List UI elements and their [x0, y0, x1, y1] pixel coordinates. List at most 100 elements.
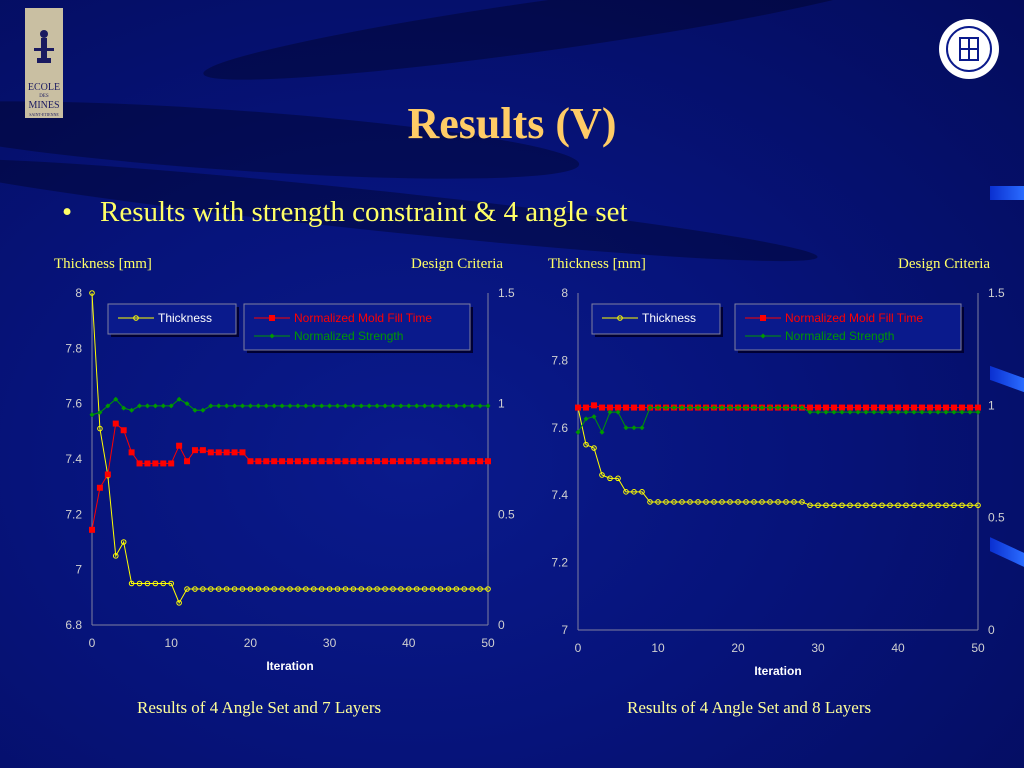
data-point	[959, 502, 965, 509]
data-point	[429, 458, 436, 465]
data-point	[89, 526, 95, 533]
data-point	[334, 458, 341, 465]
data-point	[679, 405, 685, 411]
data-point	[631, 489, 637, 495]
x-tick-label: 10	[165, 636, 179, 650]
data-point	[437, 458, 444, 465]
data-point	[239, 586, 246, 592]
data-point	[263, 586, 270, 592]
data-point	[398, 586, 404, 592]
data-point	[184, 586, 190, 592]
data-point	[215, 449, 222, 456]
data-point	[199, 447, 206, 454]
data-point	[469, 403, 475, 409]
y-tick-label: 7.8	[551, 353, 568, 367]
data-point	[342, 586, 349, 592]
data-point	[342, 458, 349, 465]
data-point	[413, 586, 420, 592]
data-point	[295, 403, 301, 409]
data-point	[216, 403, 222, 409]
data-point	[735, 405, 741, 411]
data-point	[599, 472, 605, 478]
y2-tick-label: 1.5	[988, 286, 1005, 300]
y-tick-label: 7.2	[65, 507, 82, 521]
data-point	[397, 458, 404, 465]
data-point	[807, 409, 813, 415]
data-point	[405, 458, 412, 465]
data-point	[687, 405, 693, 411]
data-point	[318, 586, 325, 592]
y2-tick-label: 0.5	[498, 507, 515, 521]
data-point	[799, 499, 805, 505]
data-point	[350, 586, 357, 592]
left-axis-header: Thickness [mm]	[548, 256, 646, 272]
data-point	[160, 460, 167, 467]
data-point	[935, 409, 941, 415]
data-point	[445, 586, 452, 592]
data-point	[279, 458, 286, 465]
data-point	[663, 405, 669, 411]
data-point	[176, 396, 182, 402]
data-point	[89, 290, 95, 296]
data-point	[485, 403, 491, 409]
data-point	[255, 403, 261, 409]
data-point	[295, 586, 301, 592]
x-tick-label: 50	[481, 636, 495, 650]
y2-tick-label: 0	[498, 618, 505, 632]
data-point	[623, 404, 629, 411]
data-point	[215, 586, 222, 592]
data-point	[591, 445, 597, 451]
data-point	[374, 458, 381, 465]
data-point	[200, 586, 206, 592]
series-line-1	[91, 422, 488, 530]
data-point	[943, 502, 949, 509]
data-point	[382, 458, 389, 465]
y-tick-label: 7.6	[551, 421, 568, 435]
data-point	[807, 404, 813, 411]
data-point	[711, 499, 717, 505]
data-point	[839, 404, 845, 411]
data-point	[599, 404, 605, 411]
data-point	[413, 458, 420, 465]
data-point	[113, 396, 119, 402]
data-point	[879, 502, 885, 509]
legend-box	[107, 303, 237, 335]
data-point	[232, 403, 238, 409]
data-point	[847, 502, 853, 509]
data-point	[129, 407, 135, 413]
data-point	[607, 404, 613, 411]
y2-tick-label: 1	[498, 397, 505, 411]
data-point	[871, 502, 877, 509]
data-point	[414, 403, 420, 409]
series-line-0	[577, 407, 978, 506]
data-point	[903, 409, 909, 415]
data-point	[176, 600, 182, 606]
data-point	[104, 471, 111, 478]
data-point	[279, 403, 285, 409]
data-point	[919, 409, 925, 415]
data-point	[639, 404, 645, 411]
data-point	[112, 553, 119, 559]
data-point	[783, 499, 789, 505]
data-point	[927, 502, 933, 509]
data-point	[775, 499, 781, 505]
data-point	[671, 405, 677, 411]
data-point	[112, 420, 119, 427]
data-point	[655, 405, 661, 411]
data-point	[334, 586, 341, 592]
data-point	[192, 407, 198, 413]
data-point	[583, 404, 589, 411]
series-line-2	[577, 407, 978, 434]
data-point	[184, 458, 191, 465]
data-point	[839, 409, 845, 415]
logo-text-line: MINES	[28, 100, 60, 111]
data-point	[445, 458, 452, 465]
logo-text-line: ECOLE	[27, 82, 61, 93]
data-point	[350, 458, 357, 465]
data-point	[374, 403, 380, 409]
y-tick-label: 7	[75, 563, 82, 577]
x-tick-label: 50	[971, 641, 985, 655]
data-point	[935, 404, 941, 411]
data-point	[903, 502, 909, 509]
data-point	[615, 404, 621, 411]
